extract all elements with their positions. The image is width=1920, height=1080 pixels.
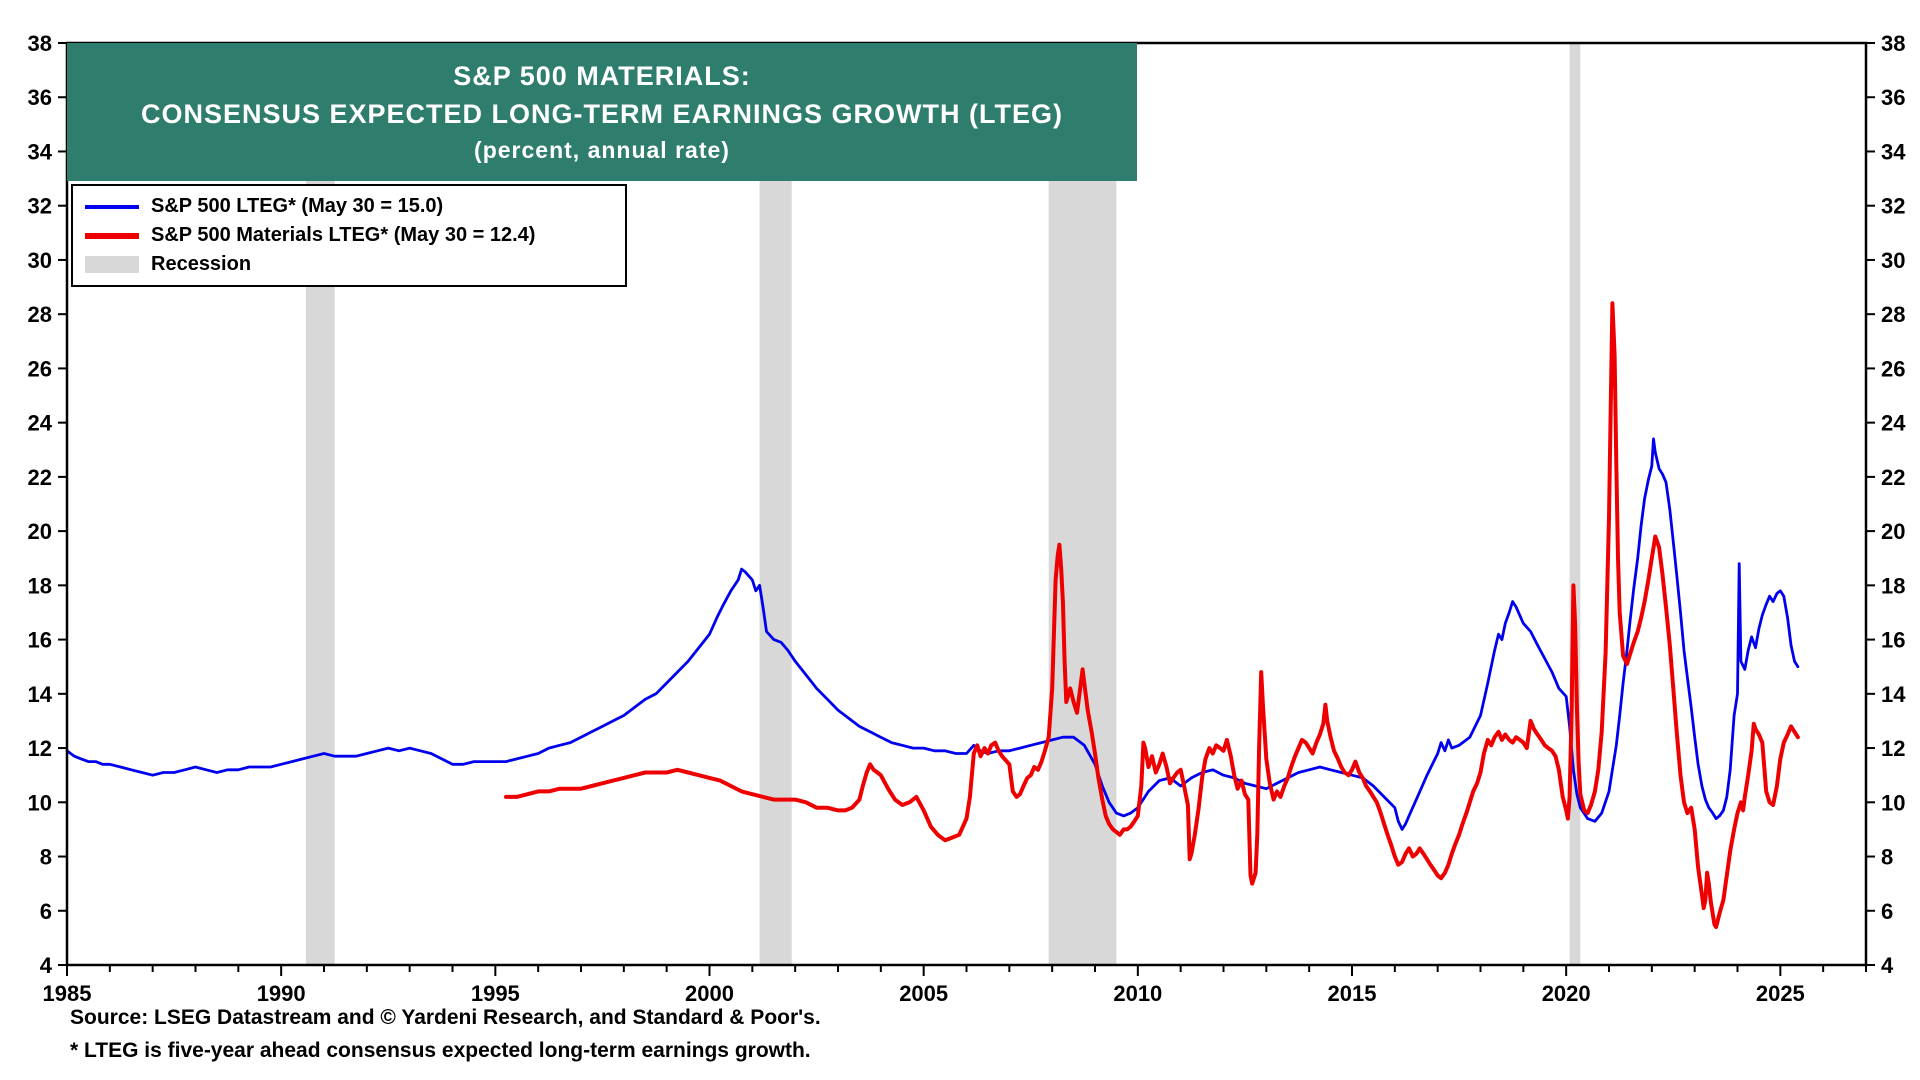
legend-label-materials-lteg: S&P 500 Materials LTEG* (May 30 = 12.4) bbox=[151, 224, 536, 246]
y-axis-label-left: 6 bbox=[40, 899, 52, 924]
legend-label-recession: Recession bbox=[151, 253, 252, 275]
y-axis-label-right: 12 bbox=[1881, 736, 1905, 761]
y-axis-label-left: 8 bbox=[40, 845, 52, 870]
y-axis-label-right: 28 bbox=[1881, 302, 1905, 327]
y-axis-label-right: 36 bbox=[1881, 85, 1905, 110]
x-axis-label: 2020 bbox=[1542, 981, 1591, 1006]
y-axis-label-right: 14 bbox=[1881, 682, 1906, 707]
series-line-s-p-500-lteg bbox=[65, 437, 1800, 831]
legend-item-materials-lteg: S&P 500 Materials LTEG* (May 30 = 12.4) bbox=[85, 224, 613, 247]
y-axis-label-right: 20 bbox=[1881, 519, 1905, 544]
y-axis-label-left: 12 bbox=[28, 736, 52, 761]
y-axis-label-right: 6 bbox=[1881, 899, 1893, 924]
legend-label-sp500-lteg: S&P 500 LTEG* (May 30 = 15.0) bbox=[151, 195, 444, 217]
y-axis-label-left: 24 bbox=[28, 411, 53, 436]
y-axis-label-left: 4 bbox=[40, 953, 53, 978]
y-axis-label-right: 18 bbox=[1881, 573, 1905, 598]
y-axis-label-left: 36 bbox=[28, 85, 52, 110]
recession-band bbox=[1569, 43, 1581, 965]
y-axis-label-right: 8 bbox=[1881, 845, 1893, 870]
y-axis-label-right: 34 bbox=[1881, 139, 1906, 164]
x-axis-label: 2015 bbox=[1328, 981, 1377, 1006]
y-axis-label-left: 22 bbox=[28, 465, 52, 490]
x-axis-label: 2025 bbox=[1756, 981, 1805, 1006]
lteg-definition-note: * LTEG is five-year ahead consensus expe… bbox=[70, 1039, 811, 1062]
blue-line-swatch bbox=[85, 204, 139, 209]
y-axis-label-left: 34 bbox=[28, 139, 53, 164]
y-axis-label-right: 30 bbox=[1881, 248, 1905, 273]
x-axis-label: 1985 bbox=[43, 981, 92, 1006]
y-axis-label-left: 28 bbox=[28, 302, 52, 327]
y-axis-label-left: 10 bbox=[28, 790, 52, 815]
recession-band bbox=[1048, 43, 1117, 965]
source-note: Source: LSEG Datastream and © Yardeni Re… bbox=[70, 1006, 821, 1029]
legend-item-recession: Recession bbox=[85, 253, 613, 276]
x-axis-label: 2010 bbox=[1113, 981, 1162, 1006]
x-axis-label: 1990 bbox=[257, 981, 306, 1006]
y-axis-label-left: 14 bbox=[28, 682, 53, 707]
y-axis-label-right: 32 bbox=[1881, 194, 1905, 219]
y-axis-label-left: 38 bbox=[28, 31, 52, 56]
y-axis-label-right: 24 bbox=[1881, 411, 1906, 436]
x-axis-label: 1995 bbox=[471, 981, 520, 1006]
red-line-swatch bbox=[85, 232, 139, 239]
y-axis-label-right: 10 bbox=[1881, 790, 1905, 815]
y-axis-label-right: 38 bbox=[1881, 31, 1905, 56]
recession-band bbox=[306, 43, 335, 965]
y-axis-label-right: 4 bbox=[1881, 953, 1894, 978]
chart-title-line-2: CONSENSUS EXPECTED LONG-TERM EARNINGS GR… bbox=[140, 98, 1063, 129]
recession-band-swatch bbox=[85, 256, 139, 273]
y-axis-label-left: 18 bbox=[28, 573, 52, 598]
y-axis-label-right: 26 bbox=[1881, 356, 1905, 381]
recession-band bbox=[759, 43, 792, 965]
x-axis-label: 2005 bbox=[899, 981, 948, 1006]
x-axis-label: 2000 bbox=[685, 981, 734, 1006]
chart-title-box: S&P 500 MATERIALS: CONSENSUS EXPECTED LO… bbox=[67, 43, 1137, 181]
chart-footer: Source: LSEG Datastream and © Yardeni Re… bbox=[70, 1006, 821, 1063]
y-axis-label-left: 30 bbox=[28, 248, 52, 273]
y-axis-label-left: 16 bbox=[28, 628, 52, 653]
chart-title-line-3: (percent, annual rate) bbox=[474, 136, 730, 163]
plot-frame bbox=[65, 41, 1868, 967]
y-axis-label-left: 20 bbox=[28, 519, 52, 544]
series-line-s-p-500-materials-lteg bbox=[504, 301, 1800, 929]
legend-item-sp500-lteg: S&P 500 LTEG* (May 30 = 15.0) bbox=[85, 195, 613, 218]
y-axis-label-right: 22 bbox=[1881, 465, 1905, 490]
y-axis-label-left: 32 bbox=[28, 194, 52, 219]
y-axis-label-right: 16 bbox=[1881, 628, 1905, 653]
y-axis-label-left: 26 bbox=[28, 356, 52, 381]
chart-title-line-1: S&P 500 MATERIALS: bbox=[453, 60, 751, 91]
legend: S&P 500 LTEG* (May 30 = 15.0) S&P 500 Ma… bbox=[71, 184, 627, 287]
